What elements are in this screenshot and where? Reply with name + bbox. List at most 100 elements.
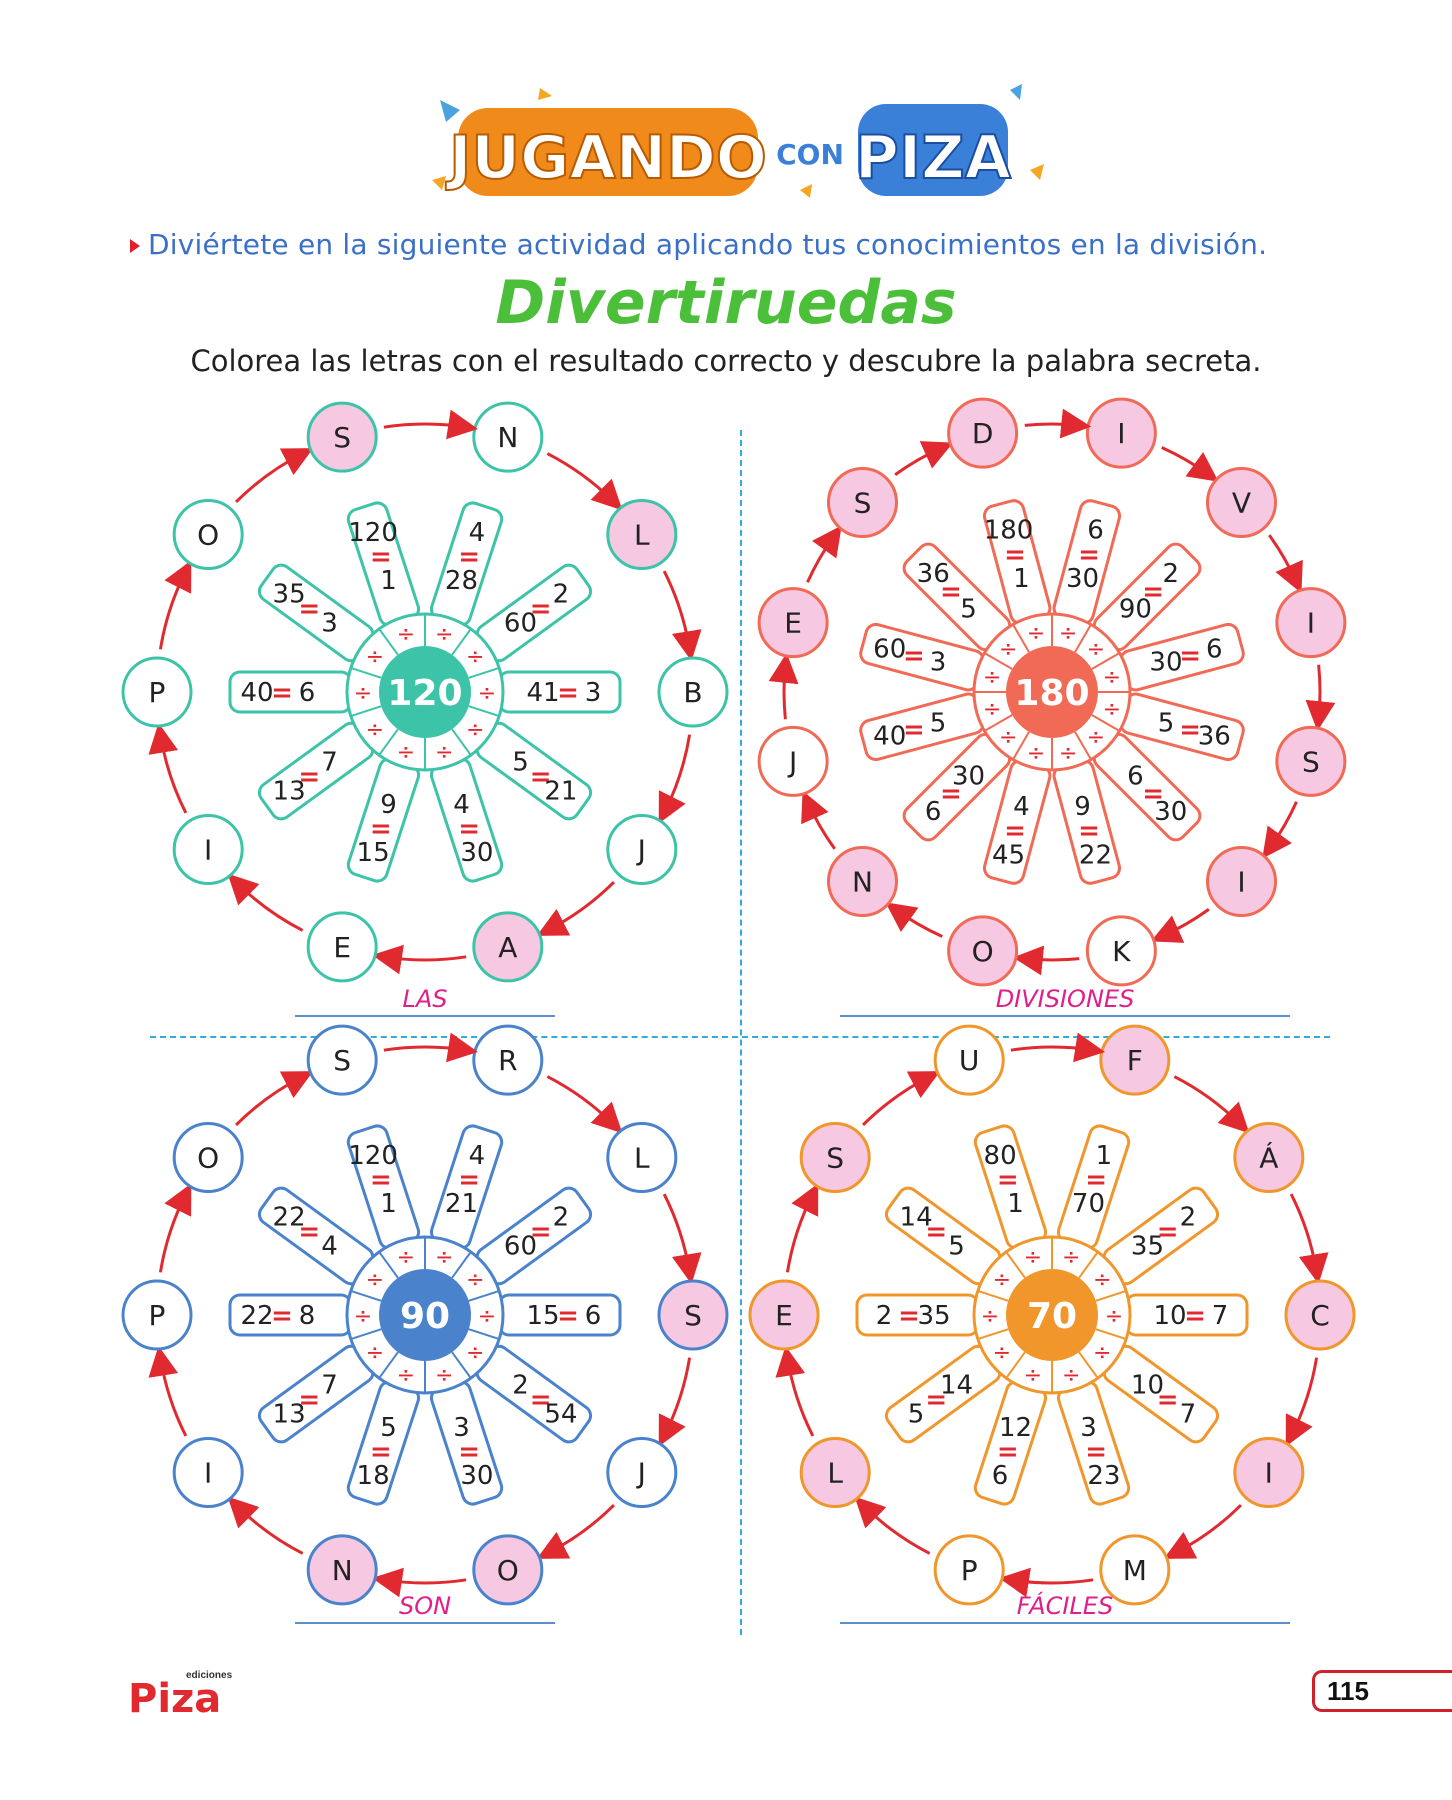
letter-circle[interactable] — [606, 498, 678, 570]
quotient-value[interactable]: 7 — [1180, 1400, 1197, 1430]
letter-circle[interactable] — [1206, 846, 1278, 918]
quotient-value[interactable]: 1 — [1096, 1141, 1113, 1171]
letter-circle[interactable] — [826, 466, 898, 538]
quotient-value[interactable]: 30 — [460, 838, 493, 868]
answer-word-4[interactable]: FÁCILES — [1016, 1592, 1114, 1620]
letter-circle[interactable] — [1275, 587, 1347, 659]
letter-circle[interactable] — [472, 1534, 544, 1606]
quotient-value[interactable]: 18 — [357, 1461, 390, 1491]
quotient-value[interactable]: 6 — [1206, 635, 1223, 665]
quotient-value[interactable]: 2 — [1163, 559, 1180, 589]
letter-circle[interactable] — [1233, 1121, 1305, 1193]
quotient-value[interactable]: 40 — [240, 678, 273, 708]
letter-circle[interactable] — [757, 587, 829, 659]
quotient-value[interactable]: 30 — [1154, 797, 1187, 827]
letter-circle[interactable] — [172, 1437, 244, 1509]
letter-circle[interactable] — [1085, 915, 1157, 987]
quotient-value[interactable]: 60 — [873, 635, 906, 665]
quotient-value[interactable]: 2 — [1180, 1202, 1197, 1232]
quotient-value[interactable]: 2 — [553, 579, 570, 609]
letter-label: L — [827, 1457, 843, 1490]
quotient-value[interactable]: 2 — [553, 1202, 570, 1232]
divisor-value: 5 — [380, 1413, 397, 1443]
letter-circle[interactable] — [799, 1121, 871, 1193]
letter-circle[interactable] — [748, 1279, 820, 1351]
answer-word-3[interactable]: SON — [398, 1592, 452, 1620]
divide-icon: ÷ — [397, 1245, 415, 1270]
quotient-value[interactable]: 22 — [240, 1301, 273, 1331]
quotient-value[interactable]: 30 — [460, 1461, 493, 1491]
letter-circle[interactable] — [657, 1279, 729, 1351]
quotient-value[interactable]: 13 — [273, 1400, 306, 1430]
quotient-value[interactable]: 6 — [1087, 516, 1104, 546]
letter-circle[interactable] — [657, 656, 729, 728]
letter-circle[interactable] — [1284, 1279, 1356, 1351]
quotient-value[interactable]: 14 — [900, 1202, 933, 1232]
quotient-value[interactable]: 3 — [585, 678, 602, 708]
letter-circle[interactable] — [306, 911, 378, 983]
divisor-value: 12 — [999, 1413, 1032, 1443]
answer-word-1[interactable]: LAS — [402, 985, 448, 1013]
quotient-value[interactable]: 35 — [273, 579, 306, 609]
quotient-value[interactable]: 120 — [348, 1141, 398, 1171]
equals-sign: = — [1078, 540, 1100, 570]
quotient-value[interactable]: 180 — [984, 516, 1034, 546]
quotient-value[interactable]: 40 — [873, 721, 906, 751]
letter-circle[interactable] — [172, 1121, 244, 1193]
answer-word-2[interactable]: DIVISIONES — [995, 985, 1135, 1013]
quotient-value[interactable]: 21 — [544, 777, 577, 807]
letter-circle[interactable] — [172, 498, 244, 570]
quotient-value[interactable]: 45 — [992, 840, 1025, 870]
quotient-value[interactable]: 22 — [1079, 840, 1112, 870]
quotient-value[interactable]: 4 — [469, 1141, 486, 1171]
quotient-value[interactable]: 2 — [876, 1301, 893, 1331]
quotient-value[interactable]: 6 — [585, 1301, 602, 1331]
arrow-icon — [227, 1496, 304, 1555]
letter-circle[interactable] — [799, 1437, 871, 1509]
letter-circle[interactable] — [606, 1437, 678, 1509]
letter-circle[interactable] — [1233, 1437, 1305, 1509]
quotient-value[interactable]: 80 — [984, 1141, 1017, 1171]
quotient-value[interactable]: 22 — [273, 1202, 306, 1232]
equals-sign: = — [903, 641, 925, 671]
divisor-value: 90 — [1119, 595, 1152, 625]
quotient-value[interactable]: 23 — [1087, 1461, 1120, 1491]
arrow-icon — [801, 790, 836, 850]
quotient-value[interactable]: 6 — [992, 1461, 1009, 1491]
quotient-value[interactable]: 13 — [273, 777, 306, 807]
quotient-value[interactable]: 120 — [348, 518, 398, 548]
letter-label: N — [332, 1554, 353, 1587]
divide-icon: ÷ — [397, 1363, 415, 1388]
quotient-value[interactable]: 7 — [1212, 1301, 1229, 1331]
divide-icon: ÷ — [983, 697, 1001, 722]
letter-circle[interactable] — [1206, 466, 1278, 538]
letter-circle[interactable] — [933, 1534, 1005, 1606]
letter-circle[interactable] — [933, 1024, 1005, 1096]
letter-circle[interactable] — [1275, 725, 1347, 797]
divide-icon: ÷ — [1027, 621, 1045, 646]
quotient-value[interactable]: 36 — [917, 559, 950, 589]
letter-circle[interactable] — [1099, 1534, 1171, 1606]
letter-circle[interactable] — [306, 1534, 378, 1606]
divisor-value: 14 — [940, 1370, 973, 1400]
letter-circle[interactable] — [306, 1024, 378, 1096]
arrow-icon — [1305, 664, 1336, 732]
letter-circle[interactable] — [947, 397, 1019, 469]
letter-circle[interactable] — [606, 1121, 678, 1193]
quotient-value[interactable]: 36 — [1198, 721, 1231, 751]
letter-circle[interactable] — [472, 911, 544, 983]
quotient-value[interactable]: 54 — [544, 1400, 577, 1430]
quotient-value[interactable]: 15 — [357, 838, 390, 868]
letter-circle[interactable] — [826, 846, 898, 918]
letter-circle[interactable] — [947, 915, 1019, 987]
quotient-value[interactable]: 4 — [469, 518, 486, 548]
letter-circle[interactable] — [172, 814, 244, 886]
letter-circle[interactable] — [121, 656, 193, 728]
quotient-value[interactable]: 5 — [908, 1400, 925, 1430]
divisor-value: 7 — [321, 1370, 338, 1400]
letter-circle[interactable] — [606, 814, 678, 886]
letter-circle[interactable] — [306, 401, 378, 473]
letter-circle[interactable] — [121, 1279, 193, 1351]
quotient-value[interactable]: 6 — [925, 797, 942, 827]
letter-circle[interactable] — [757, 725, 829, 797]
